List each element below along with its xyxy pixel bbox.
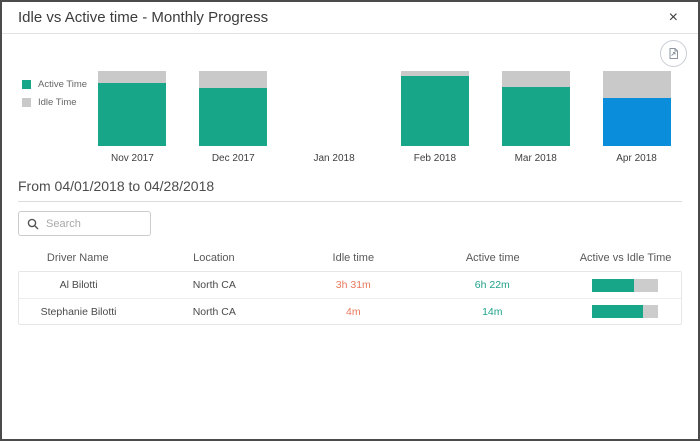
- table-body: Al Bilotti North CA 3h 31m 6h 22m Stephanie …: [18, 271, 682, 325]
- idle-segment[interactable]: [602, 71, 671, 98]
- stacked-bar-nov-2017[interactable]: [98, 71, 167, 146]
- legend-label: Active Time: [38, 79, 88, 90]
- location-cell: North CA: [192, 305, 236, 318]
- x-axis-label: Jan 2018: [313, 153, 355, 164]
- ratio-bar-fill: [591, 305, 644, 318]
- x-axis-label: Dec 2017: [211, 153, 255, 164]
- x-axis-label: Nov 2017: [111, 153, 154, 164]
- stacked-bar-feb-2018[interactable]: [400, 71, 469, 146]
- table-row[interactable]: Stephanie Bilotti North CA 4m 14m: [19, 298, 681, 324]
- active-time-cell: 6h 22m: [474, 279, 510, 291]
- active-segment[interactable]: [199, 87, 268, 146]
- period-heading: From 04/01/2018 to 04/28/2018: [18, 178, 682, 202]
- ratio-bar-track: [591, 305, 658, 318]
- search-input[interactable]: [46, 217, 142, 230]
- column-header-active-vs-idle-time[interactable]: Active vs Idle Time: [579, 251, 672, 264]
- active-segment[interactable]: [602, 98, 671, 146]
- idle-segment[interactable]: [199, 71, 268, 88]
- legend-marker-icon: [22, 98, 31, 107]
- dialog-title: Idle vs Active time - Monthly Progress: [18, 9, 269, 26]
- active-vs-idle-cell: [568, 278, 681, 292]
- column-header-active-time[interactable]: Active time: [465, 251, 520, 264]
- chart-slot: Feb 2018: [384, 71, 485, 164]
- active-segment[interactable]: [400, 76, 469, 146]
- column-header-driver-name[interactable]: Driver Name: [46, 251, 109, 264]
- idle-segment[interactable]: [400, 71, 469, 77]
- active-segment[interactable]: [98, 83, 167, 146]
- search-icon: [27, 218, 39, 230]
- table-row[interactable]: Al Bilotti North CA 3h 31m 6h 22m: [19, 272, 681, 298]
- dialog-header: Idle vs Active time - Monthly Progress ×: [2, 2, 698, 34]
- chart-slot: Nov 2017: [82, 71, 183, 164]
- active-time-cell: 14m: [482, 305, 503, 318]
- chart-plot-area: Nov 2017 Dec 2017 Jan 2018 Feb 2018 Mar 2018…: [82, 71, 687, 164]
- active-vs-idle-cell: [568, 305, 681, 318]
- monthly-progress-chart: Active Time Idle Time Nov 2017 Dec 2017 Jan…: [2, 34, 698, 168]
- x-axis-label: Mar 2018: [514, 153, 557, 164]
- chart-slot: Jan 2018: [284, 71, 385, 164]
- stacked-bar-apr-2018[interactable]: [602, 71, 671, 146]
- ratio-bar-track: [591, 278, 658, 292]
- idle-time-cell: 4m: [345, 305, 361, 318]
- close-button[interactable]: ×: [665, 8, 682, 28]
- export-button[interactable]: [660, 40, 687, 67]
- location-cell: North CA: [192, 279, 236, 291]
- stacked-bar-dec-2017[interactable]: [199, 71, 268, 146]
- column-header-location[interactable]: Location: [193, 251, 235, 264]
- search-box: [18, 211, 151, 236]
- idle-time-cell: 3h 31m: [335, 279, 371, 291]
- ratio-bar-fill: [591, 278, 634, 292]
- legend-label: Idle Time: [38, 97, 77, 108]
- chart-slot: Dec 2017: [183, 71, 284, 164]
- legend-item-active-time[interactable]: Active Time: [22, 79, 87, 90]
- idle-segment[interactable]: [501, 71, 570, 87]
- column-header-idle-time[interactable]: Idle time: [332, 251, 375, 264]
- x-axis-label: Apr 2018: [616, 153, 657, 164]
- driver-name-cell: Stephanie Bilotti: [40, 305, 117, 318]
- chart-legend: Active Time Idle Time: [22, 79, 87, 115]
- export-report-icon: [667, 47, 680, 60]
- active-segment[interactable]: [501, 86, 570, 146]
- legend-marker-icon: [22, 80, 31, 89]
- drivers-table: Driver Name Location Idle time Active time A…: [18, 244, 682, 325]
- x-axis-label: Feb 2018: [413, 153, 457, 164]
- idle-segment[interactable]: [98, 71, 167, 83]
- legend-item-idle-time[interactable]: Idle Time: [22, 97, 87, 108]
- chart-slot: Apr 2018: [586, 71, 687, 164]
- stacked-bar-jan-2018: [300, 71, 368, 146]
- table-header-row: Driver Name Location Idle time Active time A…: [18, 244, 682, 271]
- chart-slot: Mar 2018: [485, 71, 586, 164]
- driver-name-cell: Al Bilotti: [59, 279, 98, 291]
- stacked-bar-mar-2018[interactable]: [501, 71, 570, 146]
